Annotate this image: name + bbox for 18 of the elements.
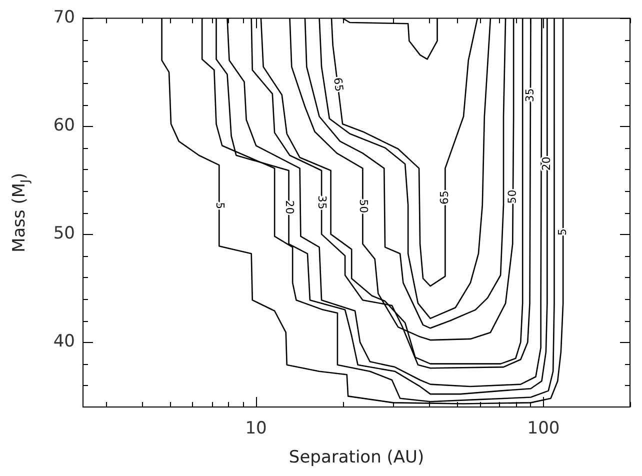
x-axis-title: Separation (AU) <box>288 447 424 468</box>
y-tick-label: 70 <box>53 8 75 28</box>
text: 20 <box>540 156 554 171</box>
text: 35 <box>523 88 536 102</box>
x-tick-label: 100 <box>527 418 560 439</box>
text: 65 <box>331 76 346 92</box>
y-tick-label: 40 <box>53 332 75 352</box>
text: 20 <box>282 200 296 214</box>
y-tick-label: 50 <box>53 224 75 244</box>
text: 5 <box>213 202 226 210</box>
x-tick-label: 10 <box>245 418 267 439</box>
text: 35 <box>316 195 329 210</box>
text: 50 <box>506 190 519 204</box>
y-tick-label: 60 <box>53 116 75 136</box>
y-axis-title: Mass (MJ) <box>9 172 32 252</box>
text: 5 <box>556 228 569 236</box>
text: 65 <box>438 190 452 204</box>
text: 50 <box>356 199 370 214</box>
